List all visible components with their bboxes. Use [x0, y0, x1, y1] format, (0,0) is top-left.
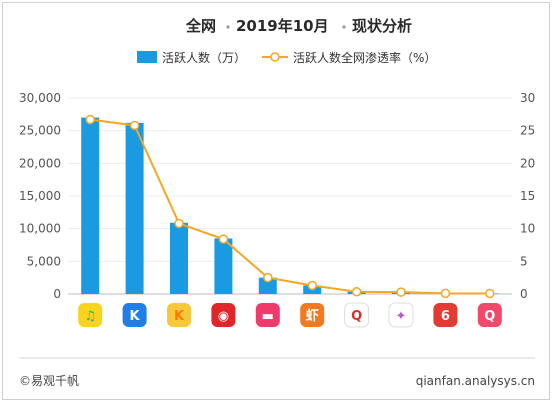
migu-icon: ▬ — [255, 303, 280, 327]
line-point-10 — [485, 288, 495, 299]
title-dot-1 — [226, 25, 230, 29]
svg-text:◉: ◉ — [218, 309, 229, 324]
bar-4 — [214, 238, 233, 294]
line-point-2 — [129, 120, 140, 131]
bar-1 — [81, 117, 100, 294]
svg-text:♫: ♫ — [84, 309, 96, 324]
line-series — [85, 114, 495, 299]
bar-series — [81, 117, 499, 295]
kugou-icon: K — [122, 303, 147, 327]
y-left-tick-label: 15,000 — [19, 189, 61, 203]
chart-title: 全网 2019年10月 现状分析 — [185, 17, 412, 35]
legend-line-marker — [270, 52, 280, 62]
bar-2 — [125, 122, 144, 295]
svg-text:虾: 虾 — [306, 308, 319, 324]
title-dot-2 — [342, 25, 346, 29]
y-right-tick-label: 15 — [520, 189, 535, 203]
line-point-1 — [85, 114, 95, 125]
qq-music-icon: ♫ — [78, 303, 103, 327]
kuwo-icon: K — [167, 303, 191, 327]
svg-text:Q: Q — [484, 309, 495, 324]
penetration-line — [90, 118, 490, 295]
changba-icon: ✦ — [388, 302, 414, 328]
x-axis-icons: ♫ K K ◉ ▬ 虾 Q ✦ 6 Q — [78, 302, 502, 328]
y-right-tick-label: 30 — [520, 91, 535, 105]
y-right-tick-label: 20 — [520, 156, 535, 170]
quanmin-k-icon: Q — [344, 302, 370, 328]
legend-bar-swatch — [137, 51, 157, 63]
y-right-tick-label: 0 — [520, 287, 528, 301]
qq-kge-icon: Q — [477, 303, 502, 327]
y-right-tick-label: 25 — [520, 124, 535, 138]
line-point-8 — [396, 287, 406, 297]
svg-text:K: K — [130, 309, 141, 324]
svg-text:6: 6 — [441, 309, 450, 324]
title-part-1: 全网 — [185, 17, 216, 35]
y-axis-right: 0 5 10 15 20 25 30 — [520, 91, 535, 301]
line-point-5 — [263, 272, 273, 283]
line-point-6 — [307, 280, 317, 291]
legend-bar-label: 活跃人数（万） — [162, 50, 246, 65]
legend-line-label: 活跃人数全网渗透率（%） — [293, 50, 436, 65]
svg-text:K: K — [174, 309, 185, 324]
xiami-icon: 虾 — [300, 303, 325, 327]
y-left-tick-label: 10,000 — [19, 222, 61, 236]
line-point-9 — [440, 288, 451, 299]
footer-brand: ©易观千帆 — [19, 373, 79, 388]
title-part-2: 2019年10月 — [236, 17, 329, 35]
bar-5 — [258, 277, 277, 294]
y-left-tick-label: 25,000 — [19, 124, 61, 138]
y-right-tick-label: 10 — [520, 222, 535, 236]
netease-alt-icon: 6 — [433, 303, 458, 327]
svg-text:Q: Q — [351, 309, 362, 324]
svg-text:✦: ✦ — [396, 309, 407, 324]
y-left-tick-label: 5,000 — [27, 254, 61, 268]
y-right-tick-label: 5 — [520, 254, 528, 268]
line-point-7 — [351, 286, 362, 297]
y-left-tick-label: 20,000 — [19, 156, 61, 170]
netease-icon: ◉ — [211, 303, 236, 327]
line-point-3 — [174, 218, 184, 229]
y-axis-left: 0 5,000 10,000 15,000 20,000 25,000 30,000 — [19, 91, 61, 301]
footer-url: qianfan.analysys.cn — [416, 374, 535, 388]
line-point-4 — [218, 234, 229, 244]
bar-3 — [170, 222, 188, 294]
legend: 活跃人数（万） 活跃人数全网渗透率（%） — [137, 50, 436, 65]
title-part-3: 现状分析 — [352, 17, 412, 35]
svg-text:▬: ▬ — [262, 309, 274, 324]
y-left-tick-label: 30,000 — [19, 91, 61, 105]
y-left-tick-label: 0 — [53, 287, 61, 301]
